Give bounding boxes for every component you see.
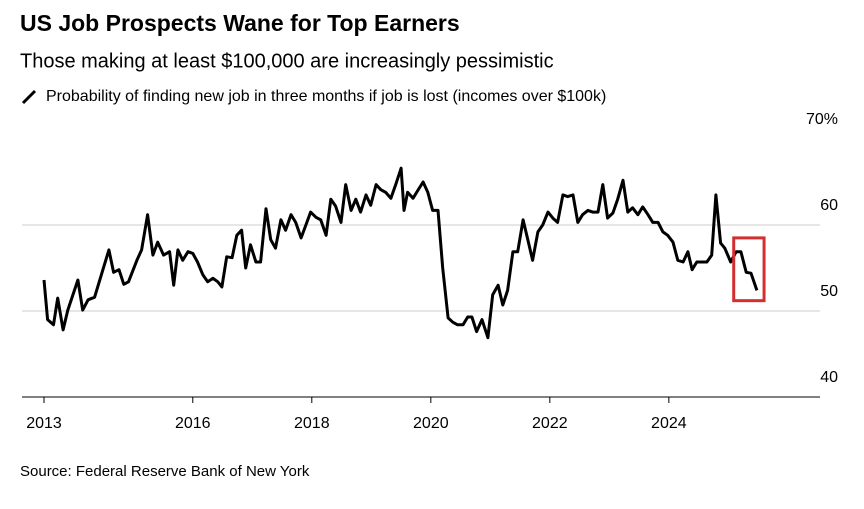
x-tick-label: 2024	[651, 415, 687, 432]
y-tick-label: 70%	[806, 111, 838, 128]
line	[42, 166, 759, 340]
y-tick-label: 60	[820, 197, 838, 214]
source: Source: Federal Reserve Bank of New York	[20, 463, 310, 480]
y-tick-label: 40	[820, 369, 838, 386]
x-tick-label: 2020	[413, 415, 449, 432]
legend-swatch	[21, 89, 37, 105]
x-tick-label: 2022	[532, 415, 568, 432]
legend-label: Probability of finding new job in three …	[46, 88, 606, 105]
y-tick-label: 50	[820, 283, 838, 300]
x-tick-label: 2018	[294, 415, 330, 432]
x-tick-label: 2016	[175, 415, 211, 432]
chart-title: US Job Prospects Wane for Top Earners	[20, 10, 460, 36]
highlight-box	[732, 236, 766, 303]
chart-subtitle: Those making at least $100,000 are incre…	[20, 50, 554, 72]
x-tick-label: 2013	[26, 415, 62, 432]
